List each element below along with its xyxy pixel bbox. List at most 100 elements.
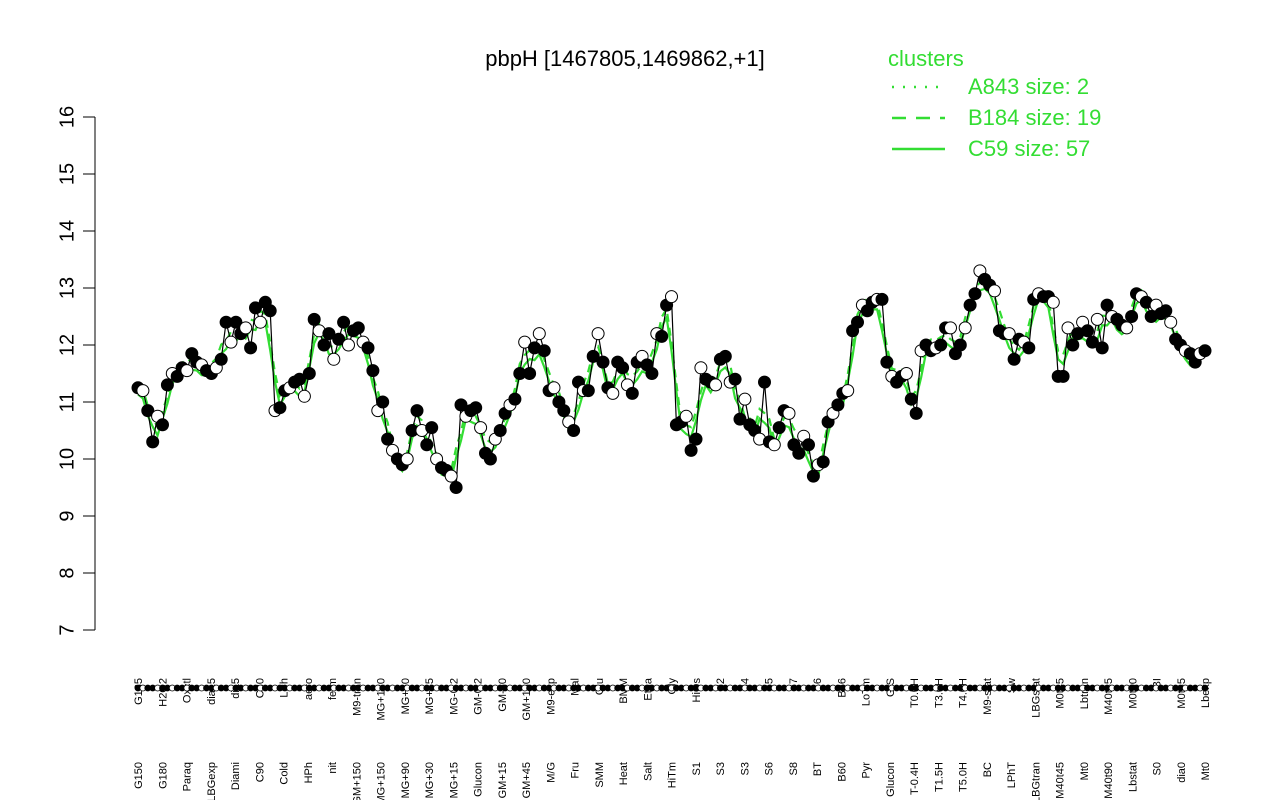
data-point [772,421,786,435]
x-tick-label: T-0.4H [909,762,921,795]
data-point [758,375,771,389]
x-tick-label: HPh [303,762,315,783]
data-point [1090,312,1104,326]
data-point [1100,298,1114,312]
data-point [366,364,380,378]
x-tick-label: M0t45 [1176,678,1188,709]
x-tick-label: T3.0H [933,678,945,708]
data-point [136,384,150,398]
y-tick-label: 7 [56,624,78,635]
data-point [909,406,923,420]
data-point [317,338,331,352]
data-point [875,292,889,306]
data-point [944,321,957,335]
x-tick-label: M0t45 [1055,678,1067,709]
data-point [293,372,306,386]
x-tick-label: T1.5H [933,762,945,792]
data-point [493,424,507,437]
x-tick-label: GM-0.2 [473,678,485,715]
x-tick-label: G135 [133,678,145,705]
data-point [518,335,532,349]
data-point [307,312,321,326]
data-point [376,395,390,409]
data-point [547,381,561,395]
x-tick-label: LPhT [1006,762,1018,789]
x-tick-label: T4.0H [958,678,970,708]
legend-label: B184 size: 19 [968,105,1101,130]
x-tick-label: MG+120 [376,678,388,721]
data-point [1198,344,1212,358]
data-point [557,404,571,418]
data-point [449,481,463,494]
data-point [229,315,243,329]
x-tick-label: Paraq [182,762,194,791]
data-point [904,392,918,406]
data-point [591,327,605,341]
data-point [351,321,365,335]
data-point [1022,341,1036,355]
x-tick-label: GM+15 [497,762,509,798]
data-point [567,424,581,437]
data-point [645,367,659,380]
legend-title: clusters [888,46,964,71]
data-point [224,335,238,349]
data-point [1120,321,1134,335]
x-tick-label: T5.0H [958,762,970,792]
x-marker [1201,684,1209,692]
x-tick-label: Diami [230,762,242,790]
y-tick-label: 15 [56,163,78,185]
data-point [806,469,820,483]
data-point [816,455,830,469]
data-point [327,352,341,366]
data-point [410,404,424,418]
x-tick-label: M9-exp [545,678,557,715]
data-point [146,435,160,449]
data-point [733,412,747,426]
x-tick-label: Lbtran [1079,678,1091,709]
x-tick-label: S0 [1152,762,1164,775]
data-point [263,304,277,318]
chart-title: pbpH [1467805,1469862,+1] [485,46,765,71]
data-point [1002,327,1016,341]
y-tick-label: 10 [56,448,78,470]
x-tick-label: S3 [715,762,727,775]
data-point [709,378,723,392]
x-tick-label: LoTm [861,678,873,706]
data-point [958,321,972,335]
data-point [616,361,630,375]
data-point [1159,304,1173,318]
x-tick-label: MG+60 [400,678,412,714]
x-tick-label: LBGstat [1030,678,1042,718]
x-tick-label: GM-60 [497,678,509,712]
data-point [454,398,468,412]
x-tick-label: Cold [279,762,291,785]
x-tick-label: BT [812,762,824,776]
data-point [1066,338,1080,352]
x-tick-label: GM+150 [351,762,363,800]
y-tick-label: 12 [56,334,78,356]
data-point [425,421,439,435]
x-tick-label: GM+45 [521,762,533,798]
data-point [802,438,815,452]
data-point [297,389,311,403]
x-tick-label: Mt0 [1079,762,1091,780]
data-point [581,384,595,398]
data-point [1056,369,1070,383]
data-point [381,432,395,446]
x-tick-label: M9-tran [351,678,363,716]
data-point [469,401,483,415]
y-tick-label: 14 [56,220,78,242]
data-point [1007,352,1021,366]
data-point [214,352,228,366]
x-tick-label: MG+15 [448,762,460,798]
x-tick-label: Glucon [473,762,485,797]
data-point [728,372,742,386]
x-tick-label: M40t45 [1055,762,1067,799]
x-tick-label: G180 [157,762,169,789]
data-point [665,290,678,304]
x-tick-label: C90 [254,762,266,782]
data-point [851,315,864,329]
x-tick-label: BC [982,762,994,777]
x-tick-label: MG+45 [424,678,436,714]
data-point [968,287,982,301]
